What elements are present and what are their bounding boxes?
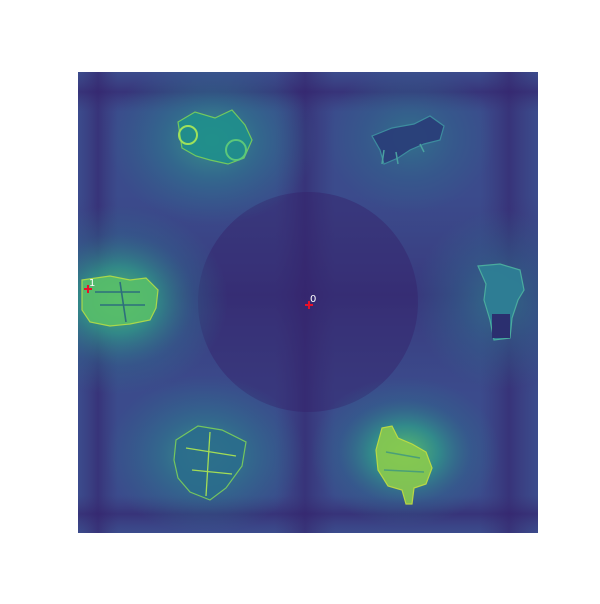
marker-1: 1 <box>84 278 95 293</box>
wheel-rear-icon <box>225 139 247 161</box>
middle-left-object <box>81 275 159 327</box>
top-left-object <box>177 109 253 165</box>
standing-animal-shape-icon <box>477 263 525 341</box>
wheel-front-icon <box>178 125 198 145</box>
middle-right-object <box>477 263 525 341</box>
marker-label: 1 <box>89 278 95 289</box>
bottom-left-object <box>173 425 247 501</box>
halo-middle-right <box>415 210 538 390</box>
legs-icon <box>381 143 425 165</box>
motorcycle-shape-icon <box>177 109 253 165</box>
marker-0: 0 <box>305 294 316 309</box>
bottom-right-object <box>375 425 433 505</box>
heatmap-field <box>78 72 538 533</box>
vehicle-detail-icon <box>95 281 145 323</box>
animal-body-patch-icon <box>492 314 510 338</box>
marker-label: 0 <box>310 294 316 305</box>
machine-shape-icon <box>173 425 247 501</box>
top-right-object <box>371 115 445 165</box>
sheep-shape-icon <box>375 425 433 505</box>
marker-layer: 01 <box>84 278 316 309</box>
quadruped-shape-icon <box>371 115 445 165</box>
vehicle-shape-icon <box>81 275 159 327</box>
sheep-shading-icon <box>383 451 425 473</box>
machine-detail-icon <box>185 431 237 497</box>
